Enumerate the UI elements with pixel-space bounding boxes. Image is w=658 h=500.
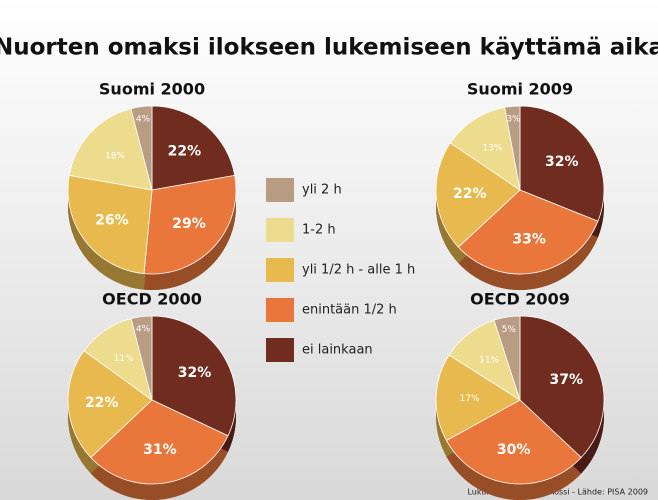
- data-label: 4%: [136, 115, 151, 125]
- slice: [151, 315, 237, 437]
- slice: [435, 142, 521, 248]
- legend-swatch: [266, 218, 294, 242]
- legend-swatch: [266, 298, 294, 322]
- data-label: 33%: [512, 232, 546, 248]
- legend-label: ei lainkaan: [302, 343, 373, 358]
- data-label: 5%: [502, 325, 517, 335]
- data-label: 22%: [85, 395, 119, 411]
- slice: [67, 174, 153, 275]
- data-label: 26%: [95, 213, 129, 229]
- data-label: 22%: [168, 143, 202, 159]
- slice: [519, 315, 605, 459]
- slice: [445, 399, 582, 485]
- data-label: 29%: [172, 216, 206, 232]
- legend-label: 1-2 h: [302, 223, 336, 238]
- pie-title: OECD 2000: [102, 290, 202, 309]
- slice: [68, 108, 153, 191]
- legend-swatch: [266, 178, 294, 202]
- slice: [504, 105, 521, 191]
- page-title: Nuorten omaksi ilokseen lukemiseen käytt…: [0, 35, 658, 61]
- slice: [143, 174, 237, 275]
- pie-title: Suomi 2009: [467, 80, 573, 99]
- data-label: 32%: [178, 365, 212, 381]
- data-label: 11%: [479, 356, 499, 366]
- slice: [130, 315, 153, 401]
- data-label: 30%: [497, 442, 531, 458]
- data-label: 37%: [549, 372, 583, 388]
- slice: [493, 315, 521, 401]
- slice: [457, 189, 599, 275]
- data-label: 31%: [143, 442, 177, 458]
- slice: [67, 350, 153, 459]
- data-label: 4%: [136, 325, 151, 335]
- pie-title: OECD 2009: [470, 290, 570, 309]
- data-label: 17%: [460, 394, 480, 404]
- legend-label: yli 2 h: [302, 183, 342, 198]
- data-label: 11%: [114, 354, 134, 364]
- slice: [519, 105, 605, 222]
- legend-label: yli 1/2 h - alle 1 h: [302, 263, 415, 278]
- data-label: 18%: [105, 151, 125, 161]
- data-label: 3%: [506, 114, 521, 124]
- slice: [90, 399, 229, 485]
- slice: [435, 354, 521, 442]
- legend-label: enintään 1/2 h: [302, 303, 397, 318]
- legend-swatch: [266, 258, 294, 282]
- source: Lukukeskus/ Sampo Rossi - Lähde: PISA 20…: [467, 488, 648, 497]
- data-label: 32%: [545, 154, 579, 170]
- slice: [449, 106, 521, 191]
- slice: [130, 105, 153, 191]
- legend-swatch: [266, 338, 294, 362]
- data-label: 13%: [482, 143, 502, 153]
- data-label: 22%: [453, 186, 487, 202]
- pie-title: Suomi 2000: [99, 80, 205, 99]
- slice: [151, 105, 236, 191]
